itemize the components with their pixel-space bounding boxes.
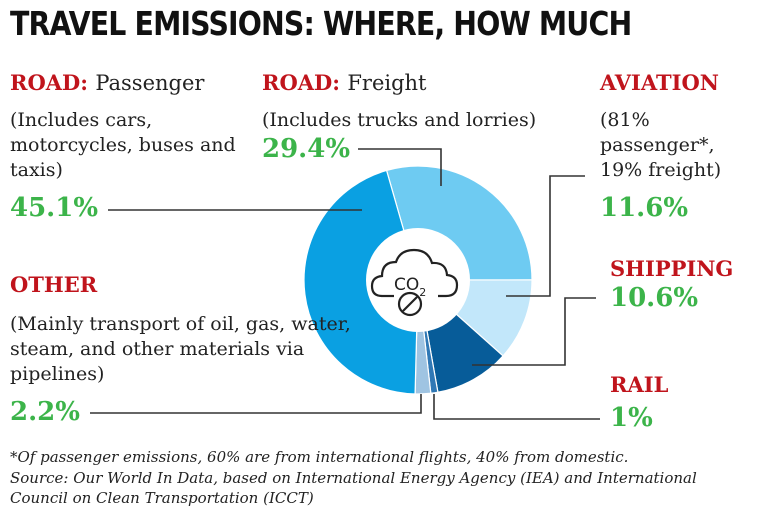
slice-road-passenger <box>303 169 419 395</box>
value-rail: 1% <box>610 403 653 433</box>
co2-cloud-icon: CO2 <box>370 248 459 317</box>
label-other: OTHER <box>10 272 98 297</box>
footnote: *Of passenger emissions, 60% are from in… <box>10 448 629 466</box>
co2-label: CO2 <box>394 275 426 299</box>
desc-aviation: (81% passenger*, 19% freight) <box>600 109 722 181</box>
label-aviation: AVIATION <box>600 70 719 95</box>
leader-rail <box>433 394 600 420</box>
source-note: Source: Our World In Data, based on Inte… <box>10 469 697 507</box>
label-road-freight: ROAD: Freight <box>262 70 427 95</box>
value-shipping: 10.6% <box>610 283 699 313</box>
leader-shipping <box>472 297 596 366</box>
leader-lines <box>90 148 600 420</box>
label-rail: RAIL <box>610 372 669 397</box>
desc-other: (Mainly transport of oil, gas, water, st… <box>10 313 351 385</box>
chart-title: TRAVEL EMISSIONS: WHERE, HOW MUCH <box>10 4 632 43</box>
label-shipping: SHIPPING <box>610 256 734 281</box>
value-road-freight: 29.4% <box>262 134 351 164</box>
leader-aviation <box>506 175 585 297</box>
desc-road-freight: (Includes trucks and lorries) <box>262 109 537 131</box>
leader-freight <box>358 148 442 186</box>
value-aviation: 11.6% <box>600 193 689 223</box>
donut-hole <box>366 228 470 332</box>
value-other: 2.2% <box>10 397 80 427</box>
value-road-passenger: 45.1% <box>10 193 99 223</box>
label-road-passenger: ROAD: Passenger <box>10 70 205 95</box>
desc-road-passenger: (Includes cars, motorcycles, buses and t… <box>10 109 236 181</box>
leader-other <box>90 394 422 414</box>
